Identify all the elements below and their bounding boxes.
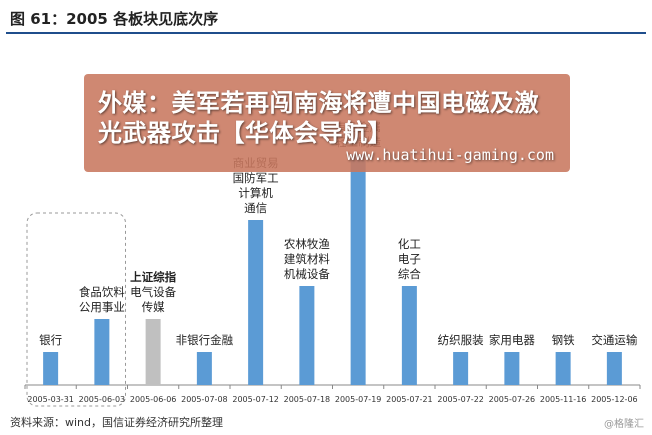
bar-label: 传媒 (142, 300, 165, 314)
bar-2005-07-18 (299, 286, 315, 385)
bar-2005-12-06 (606, 352, 622, 385)
x-tick-label: 2005-07-18 (284, 395, 331, 404)
highlight-box (26, 212, 126, 407)
bar-label: 机械设备 (284, 267, 330, 281)
bar-2005-11-16 (555, 352, 571, 385)
corner-watermark: @格隆汇 (604, 419, 644, 430)
bar-label: 化工 (398, 237, 421, 251)
bar-label: 纺织服装 (438, 333, 484, 347)
bar-label: 上证综指 (130, 270, 176, 284)
x-tick-label: 2005-03-31 (27, 395, 74, 404)
news-overlay-banner[interactable]: 外媒：美军若再闯南海将遭中国电磁及激光武器攻击【华体会导航】 www.huati… (84, 74, 570, 172)
bar-2005-07-12 (248, 220, 264, 385)
bar-label: 公用事业 (79, 300, 125, 314)
bar-label: 计算机 (238, 186, 273, 200)
bar-label: 建筑材料 (284, 252, 330, 266)
bar-label: 家用电器 (489, 333, 535, 347)
x-tick-label: 2005-07-08 (181, 395, 228, 404)
bar-label: 通信 (244, 201, 267, 215)
x-tick-label: 2005-07-12 (232, 395, 279, 404)
title-rule (6, 32, 646, 34)
source-note: 资料来源：wind，国信证券经济研究所整理 (10, 416, 224, 429)
bar-2005-06-06 (145, 319, 161, 385)
bar-2005-06-03 (94, 319, 110, 385)
x-tick-label: 2005-12-06 (591, 395, 638, 404)
x-tick-label: 2005-07-21 (386, 395, 433, 404)
bar-label: 农林牧渔 (284, 237, 330, 251)
bar-label: 交通运输 (591, 333, 637, 347)
bar-label: 综合 (398, 267, 421, 281)
bar-label: 电子 (398, 252, 421, 266)
bar-2005-07-21 (401, 286, 417, 385)
overlay-headline[interactable]: 外媒：美军若再闯南海将遭中国电磁及激光武器攻击【华体会导航】 (98, 89, 539, 147)
figure-title: 图 61：2005 各板块见底次序 (10, 10, 219, 28)
bar-2005-07-08 (196, 352, 212, 385)
bar-2005-03-31 (43, 352, 59, 385)
bar-label: 食品饮料 (79, 285, 125, 299)
bar-label: 国防军工 (233, 171, 279, 185)
bar-label: 非银行金融 (176, 333, 234, 347)
bar-label: 银行 (39, 333, 62, 347)
x-tick-label: 2005-06-06 (130, 395, 177, 404)
bar-label: 电气设备 (130, 285, 176, 299)
bar-label: 钢铁 (552, 333, 575, 347)
x-tick-label: 2005-11-16 (540, 395, 587, 404)
overlay-url[interactable]: www.huatihui-gaming.com (346, 146, 554, 164)
x-tick-label: 2005-06-03 (79, 395, 126, 404)
x-tick-label: 2005-07-22 (437, 395, 484, 404)
x-tick-label: 2005-07-26 (489, 395, 536, 404)
bar-2005-07-22 (453, 352, 469, 385)
x-tick-label: 2005-07-19 (335, 395, 382, 404)
bar-2005-07-19 (350, 154, 366, 385)
bar-2005-07-26 (504, 352, 520, 385)
